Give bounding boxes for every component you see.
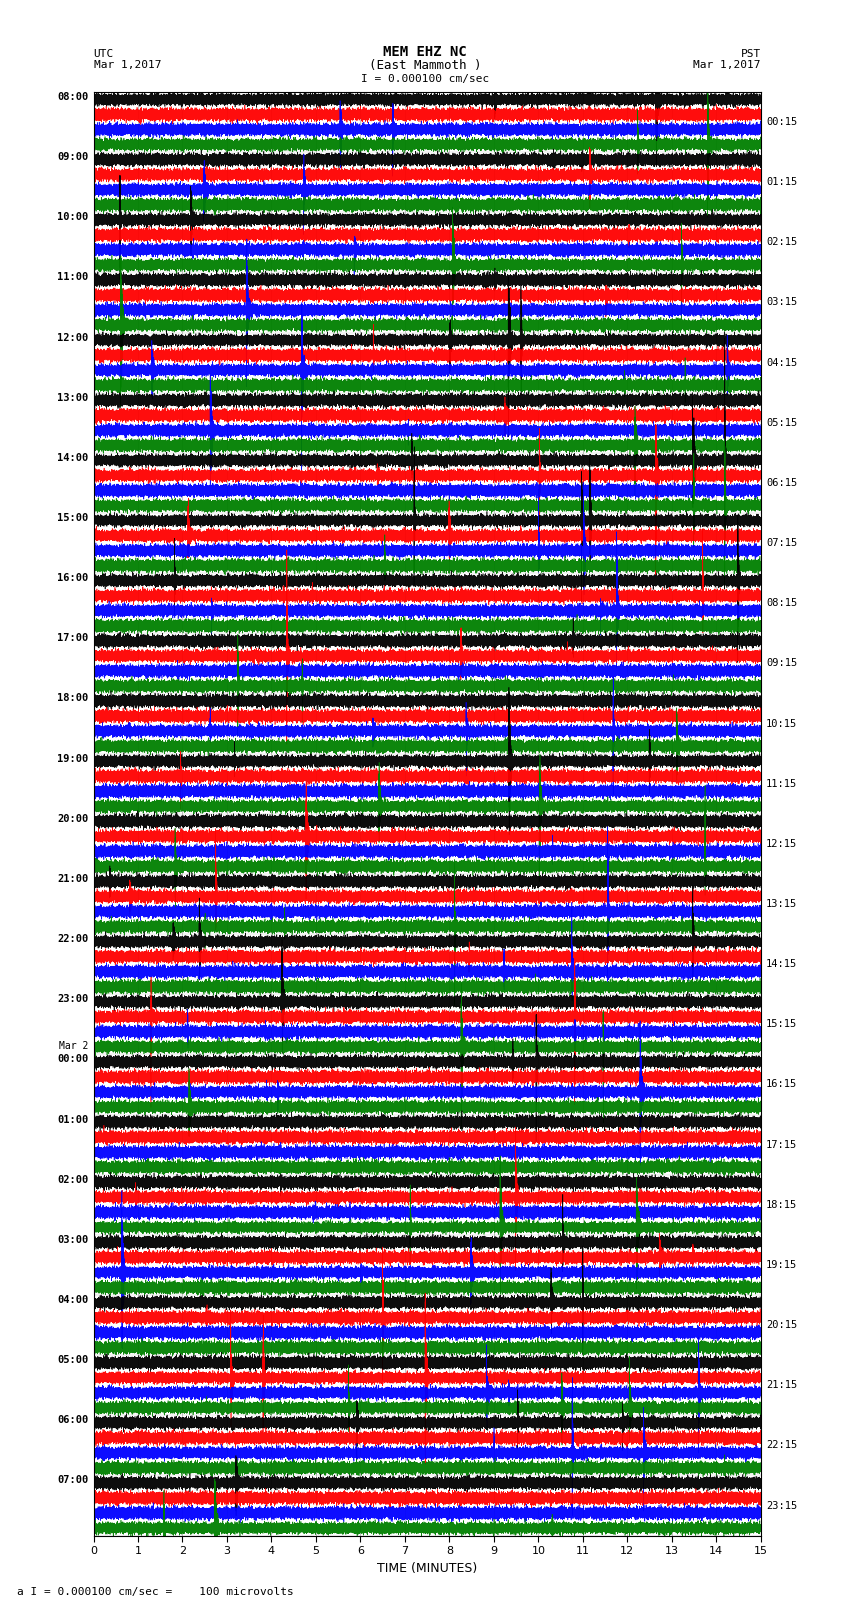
Text: 22:15: 22:15 — [766, 1440, 797, 1450]
Text: 06:15: 06:15 — [766, 477, 797, 487]
Text: 22:00: 22:00 — [57, 934, 88, 944]
Text: 10:00: 10:00 — [57, 213, 88, 223]
Text: 12:15: 12:15 — [766, 839, 797, 848]
Text: 16:00: 16:00 — [57, 573, 88, 584]
X-axis label: TIME (MINUTES): TIME (MINUTES) — [377, 1561, 477, 1574]
Text: UTC: UTC — [94, 48, 114, 58]
Text: 19:15: 19:15 — [766, 1260, 797, 1269]
Text: 17:15: 17:15 — [766, 1140, 797, 1150]
Text: a I = 0.000100 cm/sec =    100 microvolts: a I = 0.000100 cm/sec = 100 microvolts — [17, 1587, 294, 1597]
Text: 17:00: 17:00 — [57, 634, 88, 644]
Text: 01:00: 01:00 — [57, 1115, 88, 1124]
Text: 13:00: 13:00 — [57, 392, 88, 403]
Text: 07:15: 07:15 — [766, 539, 797, 548]
Text: 23:15: 23:15 — [766, 1500, 797, 1510]
Text: 21:15: 21:15 — [766, 1381, 797, 1390]
Text: 05:15: 05:15 — [766, 418, 797, 427]
Text: 03:00: 03:00 — [57, 1236, 88, 1245]
Text: 01:15: 01:15 — [766, 177, 797, 187]
Text: MEM EHZ NC: MEM EHZ NC — [383, 45, 467, 58]
Text: 15:00: 15:00 — [57, 513, 88, 523]
Text: 20:00: 20:00 — [57, 815, 88, 824]
Text: 08:00: 08:00 — [57, 92, 88, 102]
Text: Mar 2: Mar 2 — [59, 1042, 88, 1052]
Text: 19:00: 19:00 — [57, 753, 88, 763]
Text: 14:00: 14:00 — [57, 453, 88, 463]
Text: 23:00: 23:00 — [57, 994, 88, 1005]
Text: 05:00: 05:00 — [57, 1355, 88, 1365]
Text: 02:15: 02:15 — [766, 237, 797, 247]
Text: 16:15: 16:15 — [766, 1079, 797, 1089]
Text: (East Mammoth ): (East Mammoth ) — [369, 58, 481, 71]
Text: 15:15: 15:15 — [766, 1019, 797, 1029]
Text: 06:00: 06:00 — [57, 1415, 88, 1426]
Text: 00:00: 00:00 — [57, 1055, 88, 1065]
Text: Mar 1,2017: Mar 1,2017 — [94, 60, 161, 71]
Text: 02:00: 02:00 — [57, 1174, 88, 1184]
Text: 04:00: 04:00 — [57, 1295, 88, 1305]
Text: 08:15: 08:15 — [766, 598, 797, 608]
Text: 21:00: 21:00 — [57, 874, 88, 884]
Text: 11:00: 11:00 — [57, 273, 88, 282]
Text: 18:15: 18:15 — [766, 1200, 797, 1210]
Text: 13:15: 13:15 — [766, 898, 797, 910]
Text: 12:00: 12:00 — [57, 332, 88, 342]
Text: 14:15: 14:15 — [766, 960, 797, 969]
Text: 00:15: 00:15 — [766, 118, 797, 127]
Text: 09:15: 09:15 — [766, 658, 797, 668]
Text: Mar 1,2017: Mar 1,2017 — [694, 60, 761, 71]
Text: PST: PST — [740, 48, 761, 58]
Text: I = 0.000100 cm/sec: I = 0.000100 cm/sec — [361, 74, 489, 84]
Text: 03:15: 03:15 — [766, 297, 797, 308]
Text: 11:15: 11:15 — [766, 779, 797, 789]
Text: 18:00: 18:00 — [57, 694, 88, 703]
Text: 09:00: 09:00 — [57, 152, 88, 161]
Text: 04:15: 04:15 — [766, 358, 797, 368]
Text: 07:00: 07:00 — [57, 1476, 88, 1486]
Text: 20:15: 20:15 — [766, 1319, 797, 1331]
Text: 10:15: 10:15 — [766, 718, 797, 729]
